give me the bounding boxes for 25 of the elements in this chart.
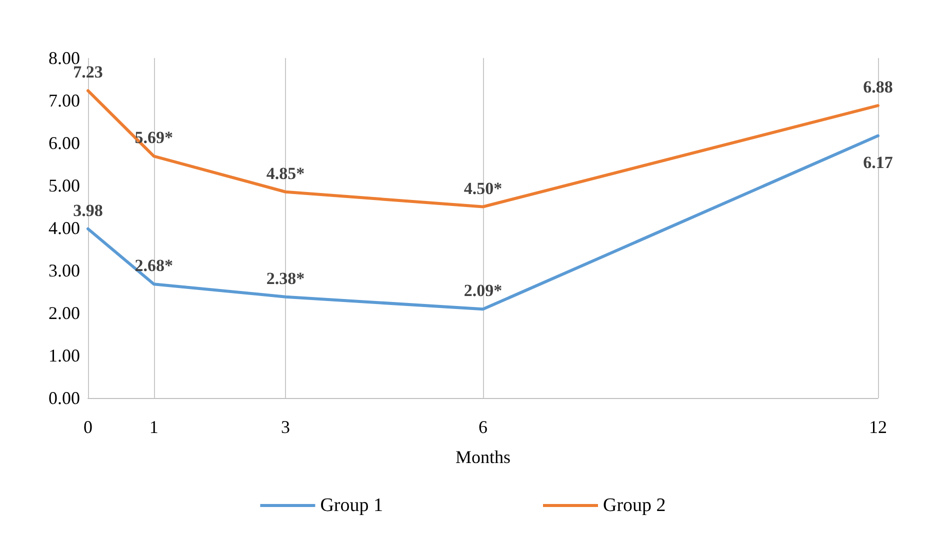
data-label: 4.50* <box>464 178 502 198</box>
data-label: 2.09* <box>464 281 502 300</box>
x-tick-label: 6 <box>478 417 488 437</box>
y-tick-label: 3.00 <box>48 260 80 280</box>
y-tick-label: 0.00 <box>48 388 80 408</box>
x-tick-label: 12 <box>869 417 887 437</box>
data-label: 6.88 <box>863 78 893 97</box>
legend-label: Group 1 <box>320 495 384 516</box>
legend-label: Group 2 <box>603 495 666 516</box>
y-tick-label: 5.00 <box>48 176 80 196</box>
data-label: 4.85* <box>266 164 305 183</box>
data-label: 2.38* <box>266 268 305 288</box>
x-tick-label: 0 <box>84 417 92 437</box>
data-label: 6.17 <box>863 152 894 172</box>
y-tick-label: 4.00 <box>48 218 80 238</box>
data-label: 2.68* <box>134 256 173 276</box>
x-tick-label: 1 <box>149 417 158 437</box>
y-tick-label: 6.00 <box>48 133 80 153</box>
y-tick-label: 1.00 <box>48 346 80 366</box>
data-label: 3.98 <box>73 200 103 220</box>
y-tick-label: 7.00 <box>48 90 80 110</box>
y-tick-label: 2.00 <box>48 303 80 323</box>
x-axis-title: Months <box>455 447 511 467</box>
x-tick-label: 3 <box>281 417 290 437</box>
data-label: 5.69* <box>134 128 173 148</box>
